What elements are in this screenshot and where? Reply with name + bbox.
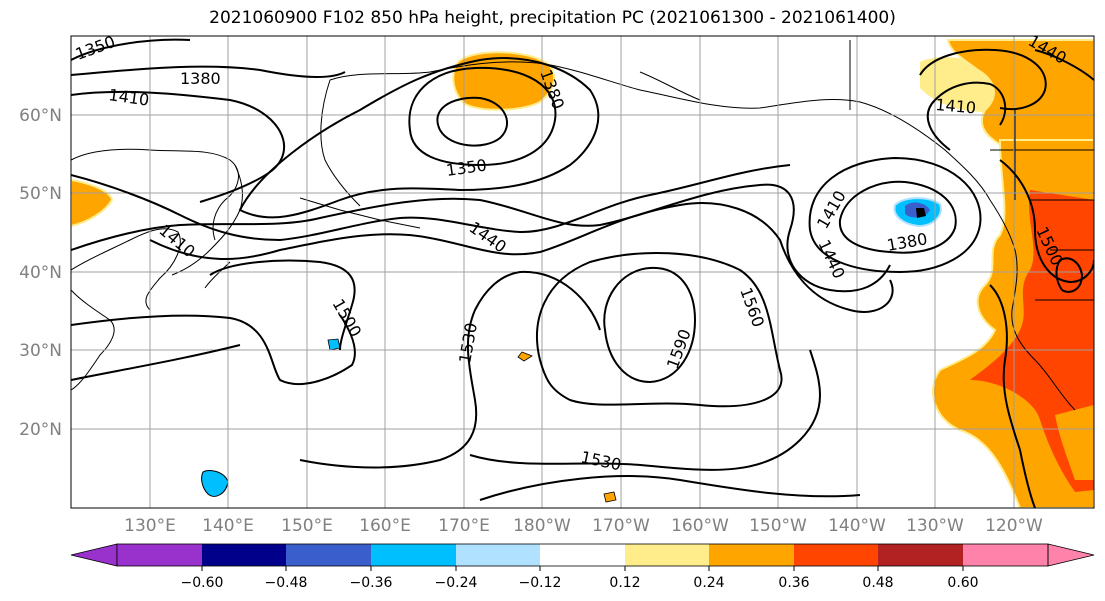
lon-label: 150°E — [281, 516, 333, 536]
colorbar-segment — [709, 544, 794, 566]
colorbar-segment — [794, 544, 879, 566]
lat-label: 50°N — [19, 184, 62, 204]
colorbar-label: −0.36 — [350, 575, 393, 591]
lon-label: 180°W — [513, 516, 571, 536]
colorbar: −0.60 −0.48 −0.36 −0.24 −0.12 0.12 0.24 … — [70, 543, 1095, 591]
lon-label: 170°W — [592, 516, 650, 536]
map-title: 2021060900 F102 850 hPa height, precipit… — [209, 8, 896, 28]
map-frame — [70, 35, 1095, 509]
lon-label: 170°E — [438, 516, 490, 536]
colorbar-segment — [117, 544, 202, 566]
colorbar-label: −0.24 — [435, 575, 478, 591]
colorbar-segment — [540, 544, 625, 566]
colorbar-label: 0.12 — [609, 575, 640, 591]
contour-label: 1380 — [180, 69, 221, 88]
colorbar-arrow-right — [1047, 543, 1095, 567]
latitude-labels: 60°N 50°N 40°N 30°N 20°N — [19, 106, 62, 440]
colorbar-segment — [202, 544, 287, 566]
colorbar-label: −0.60 — [181, 575, 224, 591]
colorbar-segment — [456, 544, 541, 566]
colorbar-label: 0.24 — [693, 575, 724, 591]
colorbar-label: −0.12 — [519, 575, 562, 591]
colorbar-segment — [286, 544, 371, 566]
colorbar-segment — [963, 544, 1048, 566]
colorbar-label: −0.48 — [265, 575, 308, 591]
contour-label: 1410 — [935, 95, 977, 117]
gridlines — [71, 36, 1094, 508]
lat-label: 20°N — [19, 420, 62, 440]
colorbar-label: 0.60 — [947, 575, 978, 591]
longitude-labels: 130°E 140°E 150°E 160°E 170°E 180°W 170°… — [124, 516, 1043, 536]
lat-label: 30°N — [19, 341, 62, 361]
colorbar-label: 0.48 — [862, 575, 893, 591]
lon-label: 130°E — [124, 516, 176, 536]
height-contours — [71, 38, 1094, 508]
colorbar-arrow-left — [70, 543, 118, 567]
lon-label: 160°E — [359, 516, 411, 536]
coastlines — [71, 40, 1094, 411]
lat-label: 40°N — [19, 263, 62, 283]
lon-label: 120°W — [985, 516, 1043, 536]
lon-label: 130°W — [906, 516, 964, 536]
lon-label: 140°E — [202, 516, 254, 536]
colorbar-segment — [878, 544, 963, 566]
colorbar-label: 0.36 — [778, 575, 809, 591]
lon-label: 150°W — [749, 516, 807, 536]
colorbar-segment — [371, 544, 456, 566]
lon-label: 140°W — [828, 516, 886, 536]
precip-shading — [71, 39, 1094, 508]
colorbar-segment — [625, 544, 710, 566]
lon-label: 160°W — [671, 516, 729, 536]
lat-label: 60°N — [19, 106, 62, 126]
